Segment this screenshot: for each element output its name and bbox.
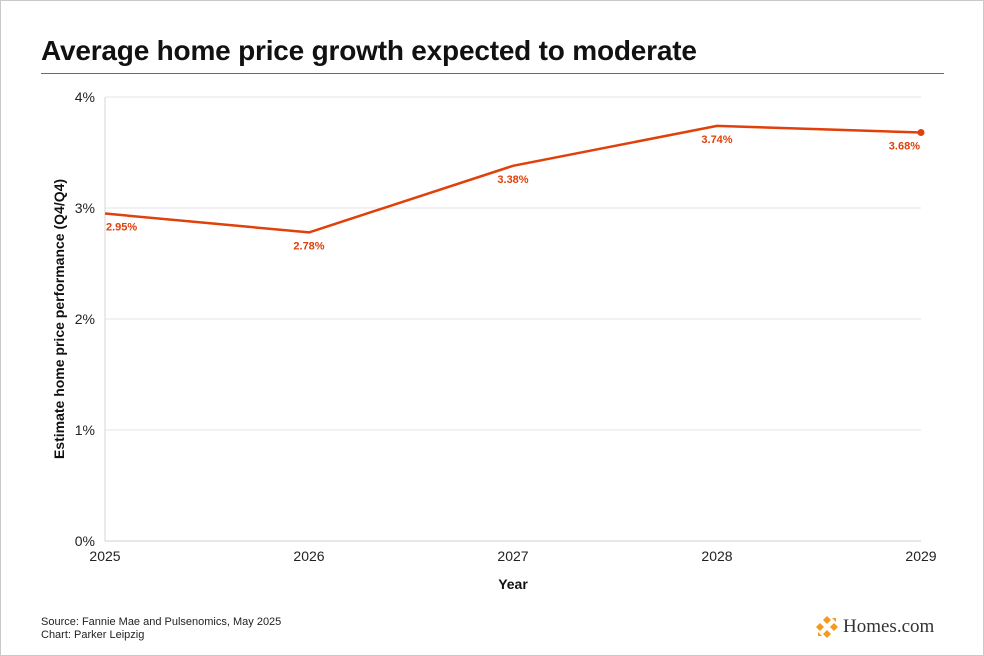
chart-title: Average home price growth expected to mo… [41, 35, 697, 66]
credit-note: Chart: Parker Leipzig [41, 629, 145, 641]
x-tick-label: 2026 [293, 548, 324, 564]
series-line [104, 124, 922, 234]
homes-com-logo-icon [816, 616, 838, 638]
brand-logo-text: Homes.com [843, 616, 935, 637]
data-label: 3.68% [889, 141, 920, 153]
data-label: 2.78% [293, 240, 324, 252]
y-tick-label: 0% [75, 533, 95, 549]
x-tick-label: 2025 [89, 548, 120, 564]
brand-logo[interactable]: Homes.com [815, 615, 934, 639]
y-tick-label: 1% [75, 422, 95, 438]
chart-footer: Source: Fannie Mae and Pulsenomics, May … [41, 616, 281, 642]
data-label: 2.95% [106, 222, 137, 234]
y-tick-label: 2% [75, 311, 95, 327]
y-axis-title: Estimate home price performance (Q4/Q4) [51, 179, 67, 459]
y-tick-label: 3% [75, 200, 95, 216]
x-tick-label: 2028 [701, 548, 732, 564]
source-note: Source: Fannie Mae and Pulsenomics, May … [41, 616, 282, 628]
data-label: 3.38% [497, 174, 528, 186]
x-tick-label: 2029 [905, 548, 936, 564]
y-tick-label: 4% [75, 89, 95, 105]
series-end-marker [917, 129, 925, 137]
data-label: 3.74% [701, 134, 732, 146]
line-chart: 0% 1% 2% 3% 4% 2025 2026 2027 2028 2029 Year Estima… [51, 89, 937, 592]
x-axis-title: Year [498, 576, 528, 592]
x-tick-label: 2027 [497, 548, 528, 564]
title-divider [41, 73, 944, 74]
